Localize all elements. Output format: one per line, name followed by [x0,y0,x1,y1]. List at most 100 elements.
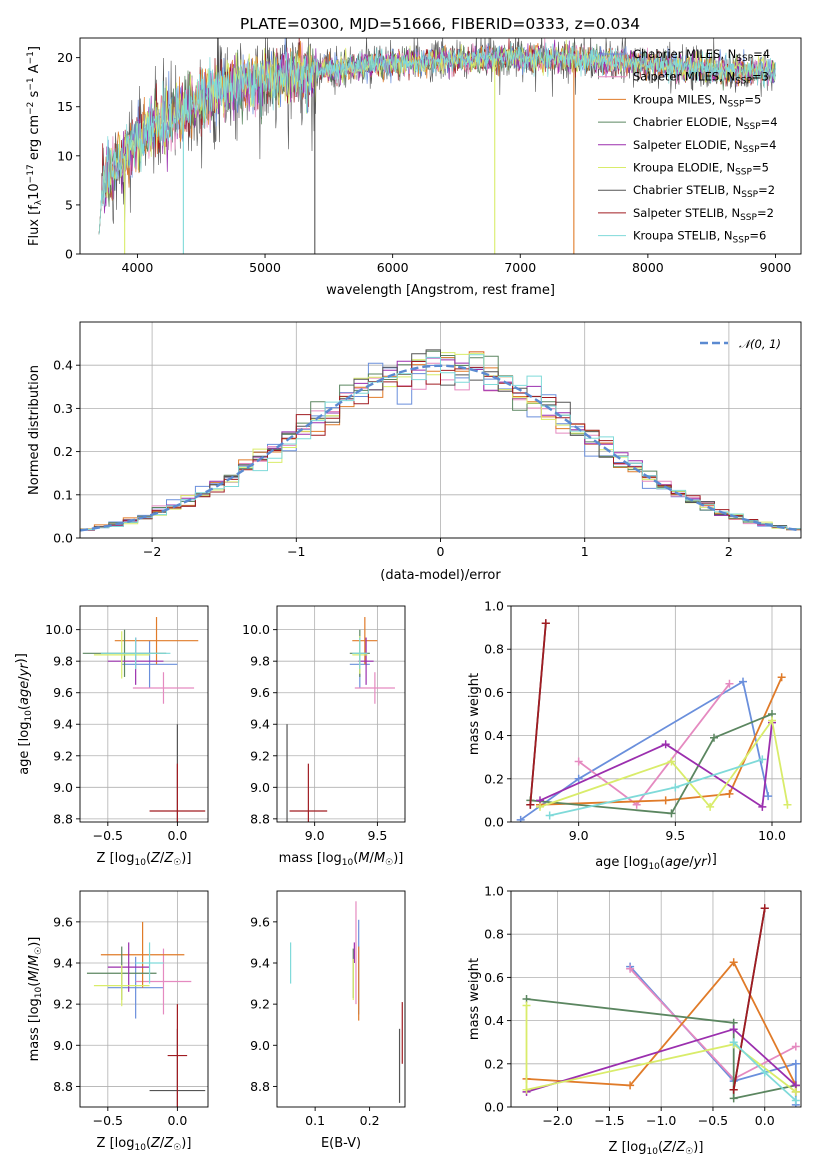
x-tick-label: −2 [143,544,161,559]
y-axis-label: mass weight [467,958,482,1040]
x-tick-label: −0.5 [698,1113,728,1128]
weight-line [526,998,796,1100]
x-tick-label: 0 [437,544,445,559]
y-tick-label: 9.8 [250,654,270,669]
grid-lines [277,606,405,822]
x-tick-label: 5000 [249,260,281,275]
weight-marker [626,964,635,973]
spectrum-panel: 4000 5000 6000 7000 8000 9000 0 5 10 15 20 waveleng… [26,37,802,298]
legend-entry: Kroupa ELODIE, NSSP=5 [633,161,769,178]
errorbar-point [100,637,171,670]
x-axis-label: wavelength [Angstrom, rest frame] [326,283,555,298]
y-axis-label: Flux [fλ10−17 erg cm−2 s−1 A−1] [26,46,44,246]
axes-frame [510,605,802,823]
y-tick-label: 9.2 [53,997,73,1012]
legend-entry: Salpeter MILES, NSSP=3 [633,70,769,87]
x-tick-label: −0.5 [93,828,123,843]
legend-entry: Chabrier STELIB, NSSP=2 [633,183,775,200]
y-axis-label: Normed distribution [27,365,42,495]
y-tick-label: 9.2 [250,997,270,1012]
y-tick-label: 1.0 [484,599,504,614]
weight-marker [791,1042,800,1051]
errorbar-point [93,631,150,679]
weight-marker [760,1068,769,1077]
x-tick-label: 4000 [122,260,154,275]
legend-entry: Kroupa MILES, NSSP=5 [633,92,761,109]
x-tick-label: 9000 [760,260,792,275]
y-tick-label: 15 [57,99,73,114]
weight-marker [667,809,676,818]
x-tick-label: 9.5 [367,828,387,843]
weight-marker [725,789,734,798]
errorbar-point [135,948,192,1015]
weight-marker [758,755,767,764]
errorbar-point [167,1004,188,1107]
errorbar-point [100,921,185,988]
weight-marker [729,1094,738,1103]
y-tick-label: 10 [57,148,73,163]
x-tick-label: 9.0 [305,828,325,843]
weight-marker [760,904,769,913]
legend-entry: Salpeter STELIB, NSSP=2 [633,206,774,223]
y-tick-label: 0.0 [53,531,73,546]
y-axis-label: age [log10(age/yr)] [14,653,34,775]
weight-marker [574,757,583,766]
x-tick-label: −1 [287,544,305,559]
y-tick-label: 9.6 [250,685,270,700]
weight-marker [768,716,776,725]
weight-marker [522,1085,531,1094]
y-tick-label: 0.0 [484,815,504,830]
y-tick-label: 9.4 [53,956,73,971]
weight-marker [536,802,544,811]
age-vs-mass-panel: 9.0 9.5 8.8 9.0 9.2 9.4 9.6 9.8 10.0 mass [log10(… [242,605,406,868]
x-tick-label: 0.0 [755,1113,775,1128]
y-tick-label: 1.0 [484,884,504,899]
y-tick-label: 0.1 [53,487,73,502]
y-tick-label: 9.6 [53,685,73,700]
mass-vs-extinction-panel: 0.1 0.2 8.8 9.0 9.2 9.4 9.6 E(B-V) [250,890,406,1151]
weight-marker [526,800,535,809]
errorbar-point [149,763,206,822]
x-tick-label: 9.0 [569,828,589,843]
x-tick-label: 0.0 [167,828,187,843]
errorbar-point [114,617,199,665]
y-tick-label: 10.0 [45,622,73,637]
weight-marker [791,1087,800,1096]
y-tick-label: 8.8 [53,811,73,826]
errorbar-point [358,637,374,685]
legend-entry: 𝒩(0, 1) [739,337,781,351]
weight-marker [661,740,670,749]
errorbar-point [132,672,195,704]
x-axis-label: E(B-V) [321,1136,361,1151]
errorbar-point [93,965,150,1007]
errorbar-point [289,763,328,822]
axes-frame [79,605,209,823]
y-tick-label: 9.8 [53,654,73,669]
legend-entry: Chabrier ELODIE, NSSP=4 [633,115,778,132]
weight-line [530,713,773,815]
y-tick-label: 8.8 [53,1079,73,1094]
x-tick-label: 2 [725,544,733,559]
normal-curve [80,364,801,532]
weight-marker [783,800,792,809]
y-tick-label: 0.0 [484,1100,504,1115]
x-tick-label: 0.1 [305,1113,325,1128]
y-tick-label: 0 [65,247,73,262]
x-axis-label: age [log10(age/yr)] [595,852,717,872]
y-tick-label: 8.8 [250,1079,270,1094]
x-tick-label: 0.2 [360,1113,380,1128]
y-tick-label: 9.6 [53,914,73,929]
weight-marker [671,783,680,792]
x-tick-label: 1 [581,544,589,559]
errorbar-point [352,617,378,665]
weight-marker [764,792,773,801]
weight-marker [516,815,525,822]
legend-entry: Kroupa STELIB, NSSP=6 [633,229,766,246]
weight-marker [777,673,786,682]
figure-title: PLATE=0300, MJD=51666, FIBERID=0333, z=0… [240,15,640,33]
y-tick-label: 9.0 [250,1038,270,1053]
x-tick-label: −1.5 [594,1113,624,1128]
weight-marker [710,733,718,742]
axes-frame [79,890,209,1108]
